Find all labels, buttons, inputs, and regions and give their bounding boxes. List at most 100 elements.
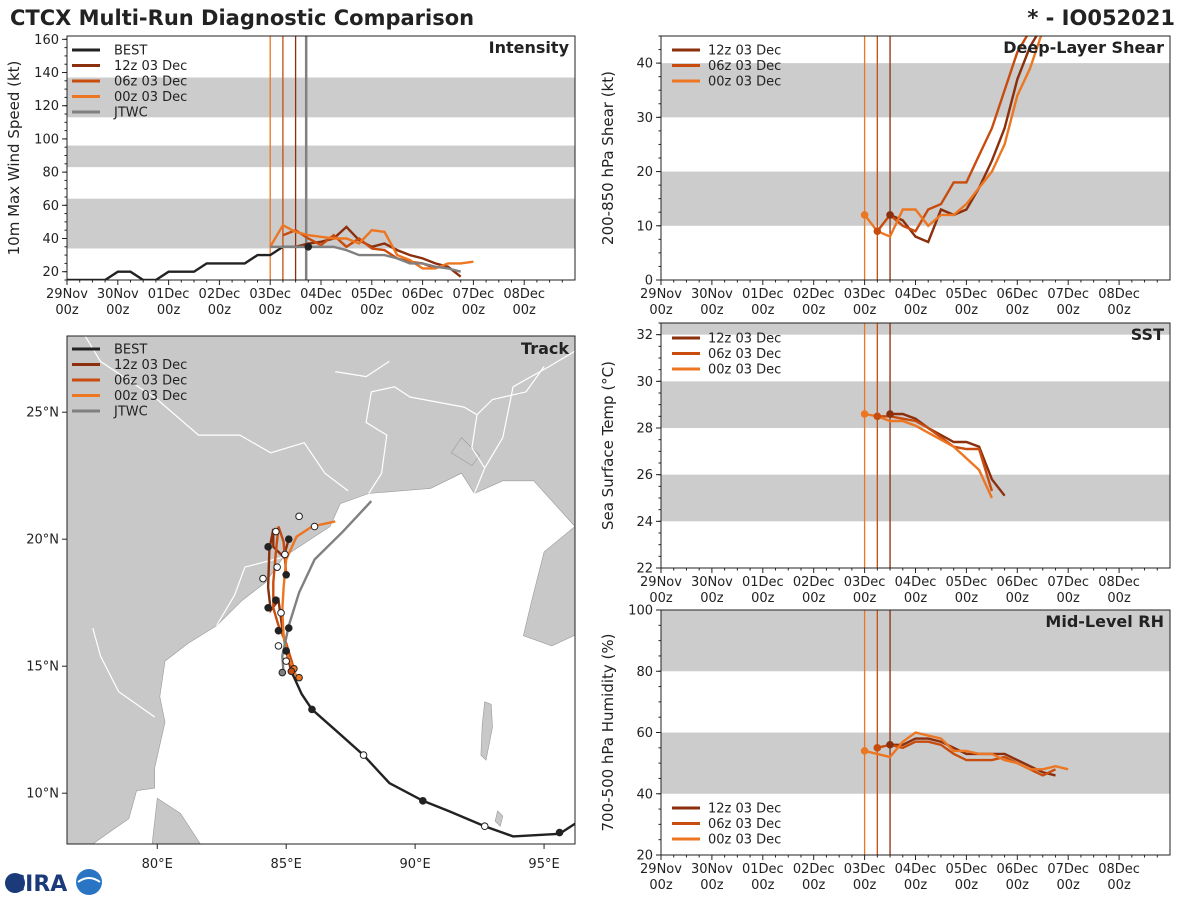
track-position-marker — [359, 751, 368, 759]
series-line-r06 — [876, 36, 1029, 233]
legend-label-r00: 00z 03 Dec — [114, 90, 187, 105]
threshold-band — [661, 63, 1170, 118]
data-point-r00 — [860, 747, 869, 755]
x-tick-label-hour: 00z — [853, 878, 877, 893]
threshold-band — [67, 145, 575, 168]
legend-label-r06: 06z 03 Dec — [114, 374, 187, 389]
x-tick-label-day: 04Dec — [895, 575, 937, 590]
x-tick-label-day: 03Dec — [844, 575, 886, 590]
lon-tick-label: 85°E — [271, 857, 302, 872]
threshold-band — [661, 610, 1170, 672]
x-tick-label-day: 04Dec — [895, 287, 937, 302]
y-tick-label: 40 — [636, 787, 653, 802]
series-line-best — [67, 245, 309, 280]
y-tick-label: 28 — [636, 422, 653, 437]
threshold-band — [67, 77, 575, 118]
x-tick-label-day: 02Dec — [793, 862, 835, 877]
threshold-band — [661, 323, 1170, 335]
rh-panel: 2040608010029Nov00z30Nov00z01Dec00z02Dec… — [599, 604, 1171, 893]
x-tick-label-day: 04Dec — [300, 287, 342, 302]
x-tick-label-day: 30Nov — [97, 287, 139, 302]
y-tick-label: 20 — [42, 265, 59, 280]
x-tick-label-hour: 00z — [751, 591, 775, 606]
series-line-r12 — [890, 412, 1006, 497]
x-tick-label-day: 29Nov — [46, 287, 88, 302]
legend-label-best: BEST — [114, 44, 147, 59]
track-position-marker — [259, 574, 267, 583]
x-tick-label-hour: 00z — [157, 303, 181, 318]
data-point-r12 — [886, 410, 894, 418]
legend-label-r12: 12z 03 Dec — [708, 332, 781, 347]
x-tick-label-hour: 00z — [955, 878, 979, 893]
legend-label-r12: 12z 03 Dec — [708, 44, 781, 59]
y-tick-label: 120 — [34, 99, 59, 114]
figure-title: CTCX Multi-Run Diagnostic Comparison — [10, 6, 474, 30]
storm-id: * - IO052021 — [1027, 6, 1175, 30]
y-tick-label: 60 — [636, 726, 653, 741]
lat-tick-label: 15°N — [26, 660, 59, 675]
x-tick-label-day: 08Dec — [503, 287, 545, 302]
x-tick-label-day: 06Dec — [996, 287, 1038, 302]
legend-label-r06: 06z 03 Dec — [114, 75, 187, 90]
political-border — [484, 350, 575, 469]
track-position-marker — [281, 550, 289, 559]
x-tick-label-day: 01Dec — [742, 575, 784, 590]
x-tick-label-hour: 00z — [513, 303, 537, 318]
map-layers — [67, 336, 575, 844]
y-tick-label: 140 — [34, 66, 59, 81]
legend-label-r00: 00z 03 Dec — [708, 75, 781, 90]
track-position-marker — [555, 828, 564, 837]
series-line-r00 — [863, 36, 1043, 239]
y-tick-label: 22 — [636, 562, 653, 577]
track-position-marker — [274, 642, 283, 650]
cira-logo-text: CIRA — [9, 872, 67, 897]
political-border — [365, 386, 486, 494]
series-line-r12 — [890, 737, 1056, 777]
x-tick-label-day: 03Dec — [844, 287, 886, 302]
y-tick-label: 20 — [636, 165, 653, 180]
x-tick-label-hour: 00z — [700, 303, 724, 318]
legend-label-r00: 00z 03 Dec — [114, 389, 187, 404]
x-tick-label-day: 06Dec — [996, 862, 1038, 877]
track-position-marker — [264, 543, 272, 551]
x-tick-label-hour: 00z — [1006, 303, 1030, 318]
series-line-r06 — [877, 415, 994, 492]
island — [450, 437, 480, 466]
series-line-r00 — [864, 412, 993, 499]
series-line-r06 — [282, 228, 436, 270]
x-tick-label-day: 03Dec — [249, 287, 291, 302]
y-tick-label: 0 — [645, 274, 653, 289]
x-tick-label-hour: 00z — [1107, 878, 1131, 893]
track-position-marker — [284, 624, 293, 632]
y-axis-label: 700-500 hPa Humidity (%) — [599, 633, 617, 831]
lon-tick-label: 90°E — [399, 857, 430, 872]
track-map-panel: 80°E 85°E 90°E 95°E 10°N 15°N 20°N 25°N Track BES… — [26, 335, 576, 872]
x-tick-label-hour: 00z — [955, 591, 979, 606]
political-border — [476, 366, 545, 416]
y-tick-label: 100 — [34, 132, 59, 147]
panel-title: Intensity — [489, 38, 570, 57]
x-tick-label-day: 03Dec — [844, 862, 886, 877]
series-line-jtwc — [270, 245, 462, 273]
x-tick-label-day: 08Dec — [1098, 862, 1140, 877]
y-tick-label: 160 — [34, 33, 59, 48]
cira-logo-swoosh — [77, 877, 101, 883]
legend-label-jtwc: JTWC — [113, 405, 148, 420]
track-position-marker — [295, 512, 303, 521]
x-tick-label-hour: 00z — [1057, 303, 1081, 318]
x-tick-label-day: 07Dec — [1047, 862, 1089, 877]
legend-label-r00: 00z 03 Dec — [708, 363, 781, 378]
legend-label-r06: 06z 03 Dec — [708, 347, 781, 362]
y-tick-label: 32 — [636, 328, 653, 343]
y-tick-label: 10 — [636, 219, 653, 234]
x-tick-label-hour: 00z — [853, 591, 877, 606]
x-tick-label-day: 29Nov — [640, 862, 682, 877]
x-tick-label-day: 06Dec — [996, 575, 1038, 590]
plot-area — [661, 323, 1170, 568]
legend-label-r12: 12z 03 Dec — [114, 358, 187, 373]
y-tick-label: 80 — [636, 665, 653, 680]
legend-label-best: BEST — [114, 343, 147, 358]
threshold-band — [67, 198, 575, 249]
data-point-best — [304, 243, 313, 251]
cira-logo: CIRA — [5, 869, 102, 897]
